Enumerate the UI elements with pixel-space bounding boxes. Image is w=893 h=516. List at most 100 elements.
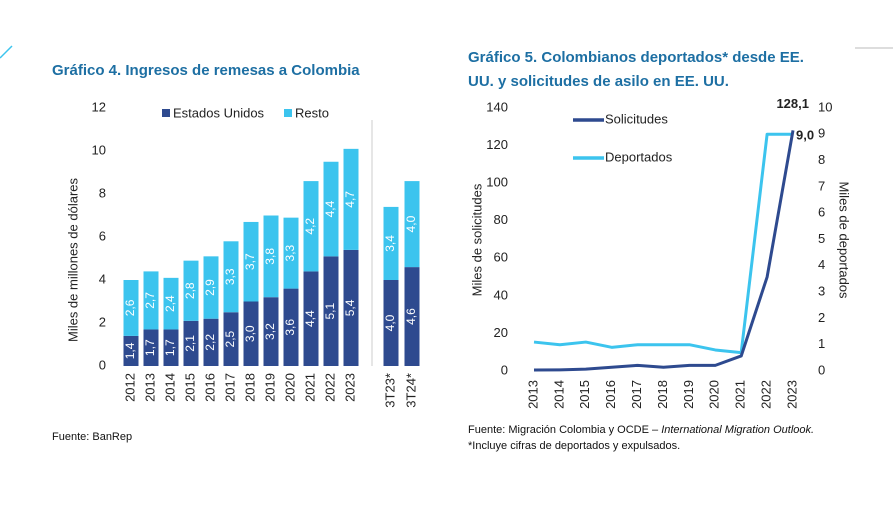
chart-title: Gráfico 5. Colombianos deportados* desde… <box>468 49 804 66</box>
value-label: 3,3 <box>223 268 237 285</box>
y-tick-label: 10 <box>92 142 106 157</box>
value-label: 4,4 <box>323 200 337 217</box>
y2-tick-label: 6 <box>818 205 825 220</box>
bar-segment <box>263 215 279 298</box>
value-label: 4,7 <box>343 191 357 208</box>
value-label: 128,1 <box>776 96 809 111</box>
source: Fuente: BanRep <box>52 431 132 443</box>
x-tick-label: 2019 <box>262 373 277 402</box>
value-label: 1,7 <box>143 339 157 356</box>
y2-tick-label: 5 <box>818 231 825 246</box>
x-tick-label: 2014 <box>551 380 566 409</box>
x-tick-label: 2019 <box>681 380 696 409</box>
value-label: 2,8 <box>183 282 197 299</box>
value-label: 9,0 <box>796 128 814 143</box>
bar-segment <box>263 297 279 366</box>
value-label: 4,6 <box>404 308 418 325</box>
y-tick-label: 100 <box>486 175 508 190</box>
bar-segment <box>123 335 139 366</box>
x-tick-label: 2018 <box>655 380 670 409</box>
bar-segment <box>343 249 359 366</box>
y-tick-label: 0 <box>99 357 106 372</box>
bar-segment <box>203 256 219 319</box>
x-tick-label: 2022 <box>759 380 774 409</box>
x-tick-label: 2020 <box>282 373 297 402</box>
x-tick-label: 2012 <box>122 373 137 402</box>
bar-segment <box>283 288 299 366</box>
bar-segment <box>223 241 239 313</box>
value-label: 4,4 <box>303 310 317 327</box>
y-tick-label: 12 <box>92 99 106 114</box>
value-label: 2,7 <box>143 292 157 309</box>
x-tick-label: 2017 <box>222 373 237 402</box>
value-label: 4,0 <box>383 314 397 331</box>
bar-segment <box>163 329 179 366</box>
y-tick-label: 80 <box>494 212 508 227</box>
y-tick-label: 6 <box>99 228 106 243</box>
bar-segment <box>223 312 239 366</box>
bar-segment <box>143 329 159 366</box>
bar-segment <box>143 271 159 330</box>
x-tick-label: 2017 <box>629 380 644 409</box>
bar-segment <box>283 217 299 289</box>
value-label: 1,4 <box>123 342 137 359</box>
bar-segment <box>404 267 420 366</box>
chart-title: Gráfico 4. Ingresos de remesas a Colombi… <box>52 62 360 79</box>
bar-segment <box>243 301 259 366</box>
y2-tick-label: 4 <box>818 257 825 272</box>
value-label: 4,2 <box>303 218 317 235</box>
x-tick-label: 2014 <box>162 373 177 402</box>
legend-label: Estados Unidos <box>173 105 265 120</box>
note: *Incluye cifras de deportados y expulsad… <box>468 440 680 452</box>
y2-tick-label: 9 <box>818 126 825 141</box>
chart-title: UU. y solicitudes de asilo en EE. UU. <box>468 73 729 90</box>
bar-segment <box>163 277 179 330</box>
y2-tick-label: 3 <box>818 284 825 299</box>
legend-label: Resto <box>295 105 329 120</box>
x-tick-label: 2023 <box>784 380 799 409</box>
y2-tick-label: 8 <box>818 152 825 167</box>
bar-segment <box>183 260 199 321</box>
bar-segment <box>303 271 319 366</box>
x-tick-label: 2023 <box>342 373 357 402</box>
value-label: 5,4 <box>343 299 357 316</box>
x-tick-label: 2015 <box>182 373 197 402</box>
x-tick-label: 3T24* <box>403 373 418 408</box>
x-tick-label: 3T23* <box>382 373 397 408</box>
y-tick-label: 120 <box>486 137 508 152</box>
y2-tick-label: 7 <box>818 178 825 193</box>
source-italic: International Migration Outlook. <box>661 424 814 436</box>
decoration <box>0 45 13 59</box>
y-tick-label: 8 <box>99 185 106 200</box>
bar-segment <box>383 280 399 366</box>
value-label: 3,4 <box>383 235 397 252</box>
y2-tick-label: 2 <box>818 310 825 325</box>
bar-segment <box>343 148 359 250</box>
legend-label: Deportados <box>605 149 673 164</box>
bar-segment <box>183 320 199 366</box>
x-tick-label: 2013 <box>525 380 540 409</box>
line <box>533 130 795 372</box>
bar-segment <box>323 161 339 257</box>
bar-segment <box>123 280 139 336</box>
source-text: Fuente: Migración Colombia y OCDE – <box>468 424 661 436</box>
value-label: 3,7 <box>243 253 257 270</box>
value-label: 2,1 <box>183 335 197 352</box>
value-label: 1,7 <box>163 339 177 356</box>
value-label: 2,9 <box>203 279 217 296</box>
y-tick-label: 4 <box>99 271 106 286</box>
y-tick-label: 20 <box>494 325 508 340</box>
x-tick-label: 2020 <box>707 380 722 409</box>
value-label: 2,2 <box>203 334 217 351</box>
value-label: 2,6 <box>123 299 137 316</box>
x-tick-label: 2018 <box>242 373 257 402</box>
bar-segment <box>404 181 420 268</box>
bar-segment <box>303 181 319 272</box>
line <box>533 132 793 355</box>
bar-segment <box>203 318 219 366</box>
y-tick-label: 0 <box>501 362 508 377</box>
value-label: 3,8 <box>263 248 277 265</box>
legend-label: Solicitudes <box>605 111 668 126</box>
value-label: 2,4 <box>163 295 177 312</box>
